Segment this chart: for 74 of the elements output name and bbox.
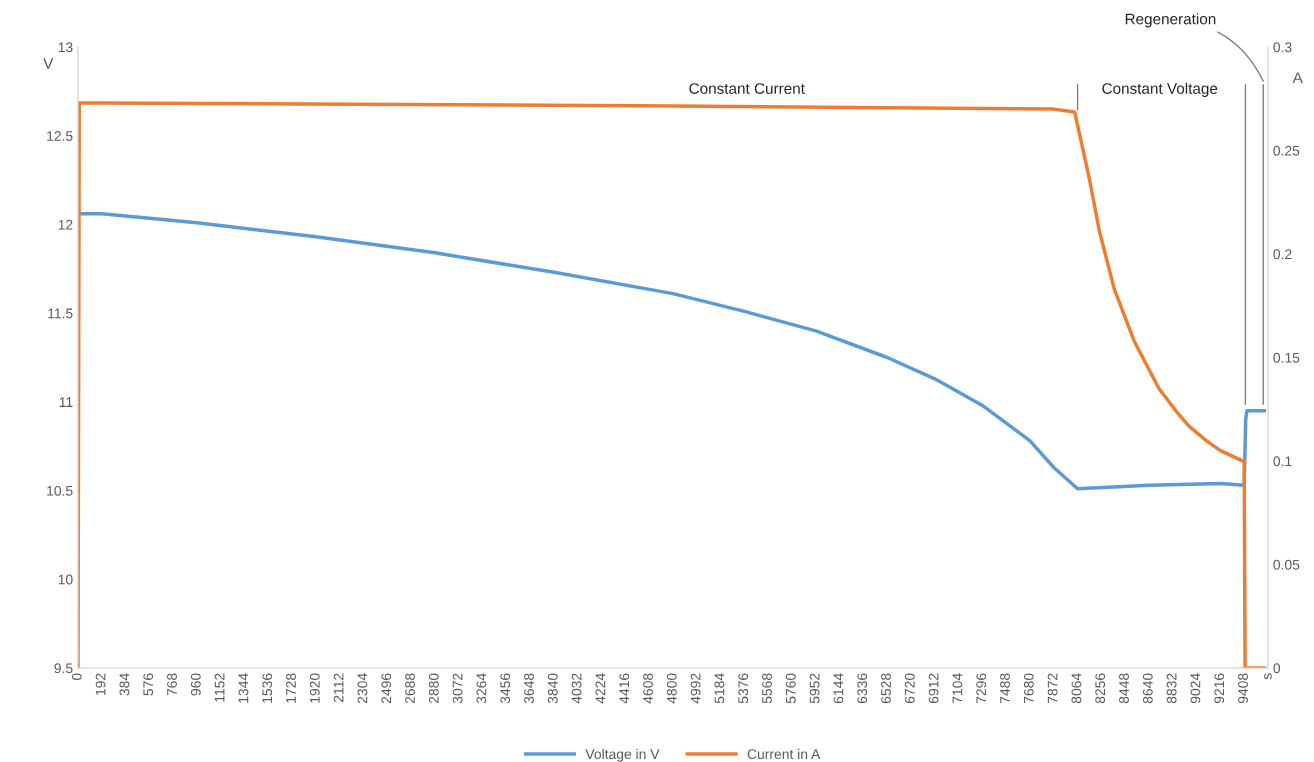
x-tick-label: s xyxy=(1264,673,1272,680)
x-tick-label: 2880 xyxy=(428,673,439,704)
x-tick-label: 5568 xyxy=(762,673,772,704)
x-tick-label: 5184 xyxy=(714,673,725,704)
y-tick-label: 13 xyxy=(58,42,73,53)
x-tick-label: 576 xyxy=(143,673,154,696)
x-tick-label: 6528 xyxy=(881,673,891,704)
y2-tick-label: 0.05 xyxy=(1273,559,1300,570)
x-tick-label: 7872 xyxy=(1047,673,1058,704)
x-tick-label: 4608 xyxy=(643,673,653,704)
annotation: Constant Current xyxy=(689,83,805,94)
x-tick-label: 0 xyxy=(71,673,82,681)
y-tick-label: 11 xyxy=(59,397,73,407)
y-axis-title: V xyxy=(43,58,54,69)
y-tick-label: 10 xyxy=(58,574,73,585)
x-tick-label: 8064 xyxy=(1071,673,1082,704)
x-tick-label: 3648 xyxy=(524,673,534,704)
x-tick-label: 3072 xyxy=(452,673,463,704)
x-tick-label: 1536 xyxy=(262,673,273,703)
x-tick-label: 8448 xyxy=(1119,673,1129,704)
x-tick-label: 384 xyxy=(119,673,130,696)
x-tick-label: 5376 xyxy=(738,673,749,704)
x-tick-label: 3840 xyxy=(547,673,558,704)
x-tick-label: 4224 xyxy=(595,673,606,704)
x-tick-label: 5760 xyxy=(785,673,796,704)
x-tick-label: 6144 xyxy=(833,673,844,704)
text: Regeneration xyxy=(1125,13,1216,28)
y-tick-label: 12 xyxy=(58,219,73,230)
y2-tick-label: 0.15 xyxy=(1273,352,1300,363)
annotation: Constant Voltage xyxy=(1102,82,1218,97)
x-tick-label: 192 xyxy=(95,673,106,695)
x-tick-label: 1152 xyxy=(214,673,225,702)
y2-axis-title: A xyxy=(1292,72,1303,83)
x-tick-label: 6912 xyxy=(928,673,939,704)
x-tick-label: 6336 xyxy=(857,673,868,704)
x-tick-label: 1344 xyxy=(238,673,249,703)
y-tick-label: 11.5 xyxy=(48,308,73,319)
y-tick-label: 12.5 xyxy=(47,131,73,141)
y2-tick-label: 0.25 xyxy=(1273,145,1300,156)
x-tick-label: 4800 xyxy=(666,673,677,704)
y-tick-label: 9.5 xyxy=(54,663,73,674)
x-tick-label: 8640 xyxy=(1142,673,1153,704)
x-tick-label: 1920 xyxy=(309,673,320,703)
x-tick-label: 6720 xyxy=(904,673,915,704)
y2-tick-label: 0.1 xyxy=(1273,456,1292,467)
x-tick-label: 7488 xyxy=(1000,673,1010,704)
x-tick-label: 4992 xyxy=(690,673,701,704)
x-tick-label: 9216 xyxy=(1214,673,1225,704)
x-tick-label: 4032 xyxy=(571,673,582,704)
legend-label: Voltage in V xyxy=(585,748,660,762)
legend-label: Current in A xyxy=(747,748,821,760)
x-tick-label: 960 xyxy=(190,673,201,696)
x-tick-label: 3456 xyxy=(500,673,511,704)
x-tick-label: 7104 xyxy=(952,673,963,704)
x-tick-label: 3264 xyxy=(476,673,487,704)
y2-tick-label: 0 xyxy=(1273,663,1281,674)
x-tick-label: 2304 xyxy=(357,673,368,704)
x-tick-label: 768 xyxy=(167,673,177,696)
x-tick-label: 7680 xyxy=(1023,673,1034,704)
x-tick-label: 2496 xyxy=(381,673,392,704)
y2-tick-label: 0.3 xyxy=(1273,42,1292,53)
x-tick-label: 2688 xyxy=(405,673,415,704)
x-tick-label: 5952 xyxy=(809,673,820,704)
y2-tick-label: 0.2 xyxy=(1273,249,1292,260)
x-tick-label: 7296 xyxy=(976,673,987,704)
x-tick-label: 8256 xyxy=(1095,673,1106,704)
x-tick-label: 4416 xyxy=(619,673,630,704)
x-tick-label: 9024 xyxy=(1190,673,1201,704)
x-tick-label: 8832 xyxy=(1166,673,1177,704)
y-tick-label: 10.5 xyxy=(47,485,73,496)
x-tick-label: 1728 xyxy=(286,673,296,703)
line-series xyxy=(79,212,1267,491)
x-tick-label: 9408 xyxy=(1238,673,1248,704)
x-tick-label: 2112 xyxy=(333,673,344,703)
